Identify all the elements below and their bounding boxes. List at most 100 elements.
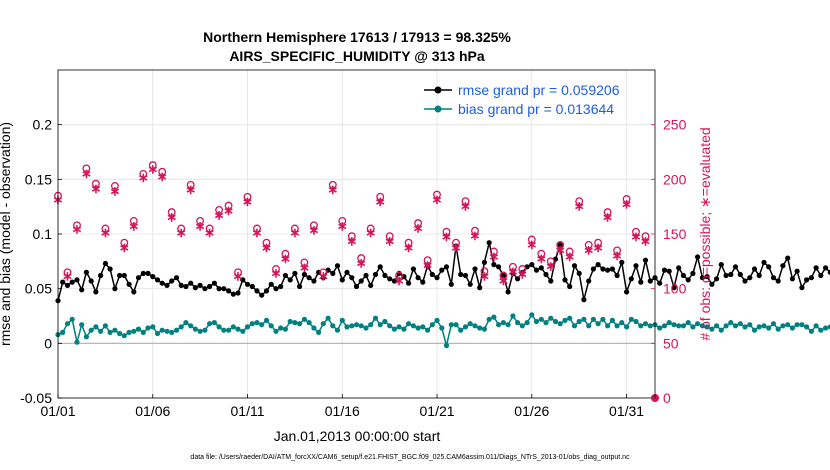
- bias-point: [567, 315, 573, 321]
- rmse-point: [747, 275, 753, 281]
- y-left-tick-label: 0.15: [25, 171, 52, 187]
- rmse-point: [647, 278, 653, 284]
- bias-point: [135, 326, 142, 332]
- rmse-point: [576, 270, 582, 276]
- y-left-tick-label: 0.05: [25, 281, 52, 297]
- obs-possible-marker: [594, 238, 603, 247]
- bias-point: [496, 322, 502, 328]
- bias-point: [472, 323, 478, 329]
- y-right-axis-label: # of obs: o=possible; ∗=evaluated: [697, 127, 713, 340]
- rmse-point: [121, 272, 127, 279]
- rmse-point: [562, 277, 568, 283]
- bias-point: [785, 322, 791, 328]
- obs-possible-marker: [366, 224, 375, 233]
- rmse-point: [83, 269, 89, 275]
- obs-possible-marker: [546, 257, 555, 266]
- bias-point: [311, 325, 317, 331]
- rmse-point: [789, 276, 796, 282]
- rmse-point: [330, 270, 336, 276]
- obs-possible-marker: [120, 238, 129, 247]
- rmse-point: [353, 283, 360, 290]
- obs-possible-marker: [527, 235, 536, 244]
- obs-evaluated-marker: ∗: [261, 240, 272, 255]
- rmse-point: [415, 275, 421, 281]
- bias-point: [268, 323, 274, 329]
- bias-point: [505, 322, 511, 328]
- bias-point: [761, 323, 767, 329]
- bias-point: [230, 324, 236, 330]
- obs-evaluated-marker: ∗: [233, 269, 244, 284]
- bias-point: [216, 324, 222, 330]
- rmse-point: [695, 254, 701, 260]
- rmse-point: [486, 240, 492, 246]
- rmse-point: [699, 275, 706, 281]
- obs-evaluated-marker: ∗: [441, 229, 452, 244]
- bias-point: [571, 323, 578, 329]
- rmse-point: [79, 287, 85, 293]
- x-axis-label: Jan.01,2013 00:00:00 start: [274, 428, 441, 444]
- bias-point: [486, 316, 492, 322]
- obs-possible-marker: [319, 268, 328, 277]
- bias-point: [491, 314, 497, 320]
- rmse-point: [249, 283, 255, 290]
- obs-possible-marker: [423, 256, 432, 265]
- rmse-point: [126, 281, 132, 287]
- bias-point: [140, 329, 146, 335]
- bias-point: [221, 327, 227, 333]
- bias-point: [79, 322, 85, 328]
- bias-point: [467, 321, 473, 327]
- bias-point: [249, 321, 255, 327]
- obs-possible-marker: [148, 161, 157, 170]
- y-right-tick-label: 200: [663, 171, 687, 187]
- rmse-point: [88, 278, 94, 284]
- obs-possible-marker: [471, 226, 479, 235]
- obs-evaluated-marker: ∗: [157, 169, 168, 184]
- bias-point: [794, 322, 800, 328]
- obs-evaluated-marker: ∗: [507, 264, 518, 279]
- obs-evaluated-marker: ∗: [109, 183, 120, 198]
- rmse-point: [799, 285, 805, 291]
- bias-point: [154, 330, 161, 337]
- obs-possible-marker: [262, 238, 271, 247]
- rmse-point: [633, 263, 639, 269]
- bias-point: [434, 317, 440, 323]
- bias-point: [624, 324, 630, 330]
- obs-possible-marker: [508, 262, 517, 271]
- x-tick-label: 01/01: [40, 403, 75, 419]
- obs-evaluated-marker: ∗: [271, 265, 282, 280]
- rmse-point: [496, 264, 502, 270]
- obs-evaluated-marker: ∗: [365, 225, 376, 240]
- bias-point: [614, 323, 620, 329]
- rmse-point: [439, 267, 445, 273]
- bias-point: [353, 322, 360, 328]
- rmse-point: [529, 262, 535, 268]
- bias-point: [420, 324, 426, 330]
- rmse-point: [159, 280, 165, 286]
- rmse-point: [827, 269, 830, 275]
- rmse-point: [306, 275, 312, 281]
- bias-point: [306, 320, 312, 326]
- bias-point: [358, 323, 364, 329]
- bias-point: [372, 315, 379, 321]
- bias-point: [600, 316, 606, 322]
- rmse-point: [804, 277, 810, 283]
- bias-point: [159, 327, 165, 333]
- rmse-point: [590, 266, 597, 272]
- obs-possible-marker: [215, 205, 224, 214]
- rmse-point: [605, 267, 611, 273]
- obs-evaluated-marker: ∗: [394, 273, 405, 288]
- bias-point: [590, 316, 597, 322]
- rmse-point: [704, 274, 710, 280]
- obs-evaluated-marker: ∗: [128, 218, 139, 233]
- bias-point: [775, 326, 781, 332]
- rmse-point: [268, 281, 274, 287]
- obs-possible-marker: [452, 238, 460, 247]
- bias-point: [699, 323, 706, 329]
- rmse-point: [666, 268, 672, 274]
- rmse-point: [533, 267, 540, 273]
- bias-point: [813, 323, 819, 329]
- y-right-tick-label: 100: [663, 281, 687, 297]
- bias-point: [552, 318, 559, 325]
- bias-point: [804, 324, 810, 330]
- obs-evaluated-marker: ∗: [593, 240, 604, 255]
